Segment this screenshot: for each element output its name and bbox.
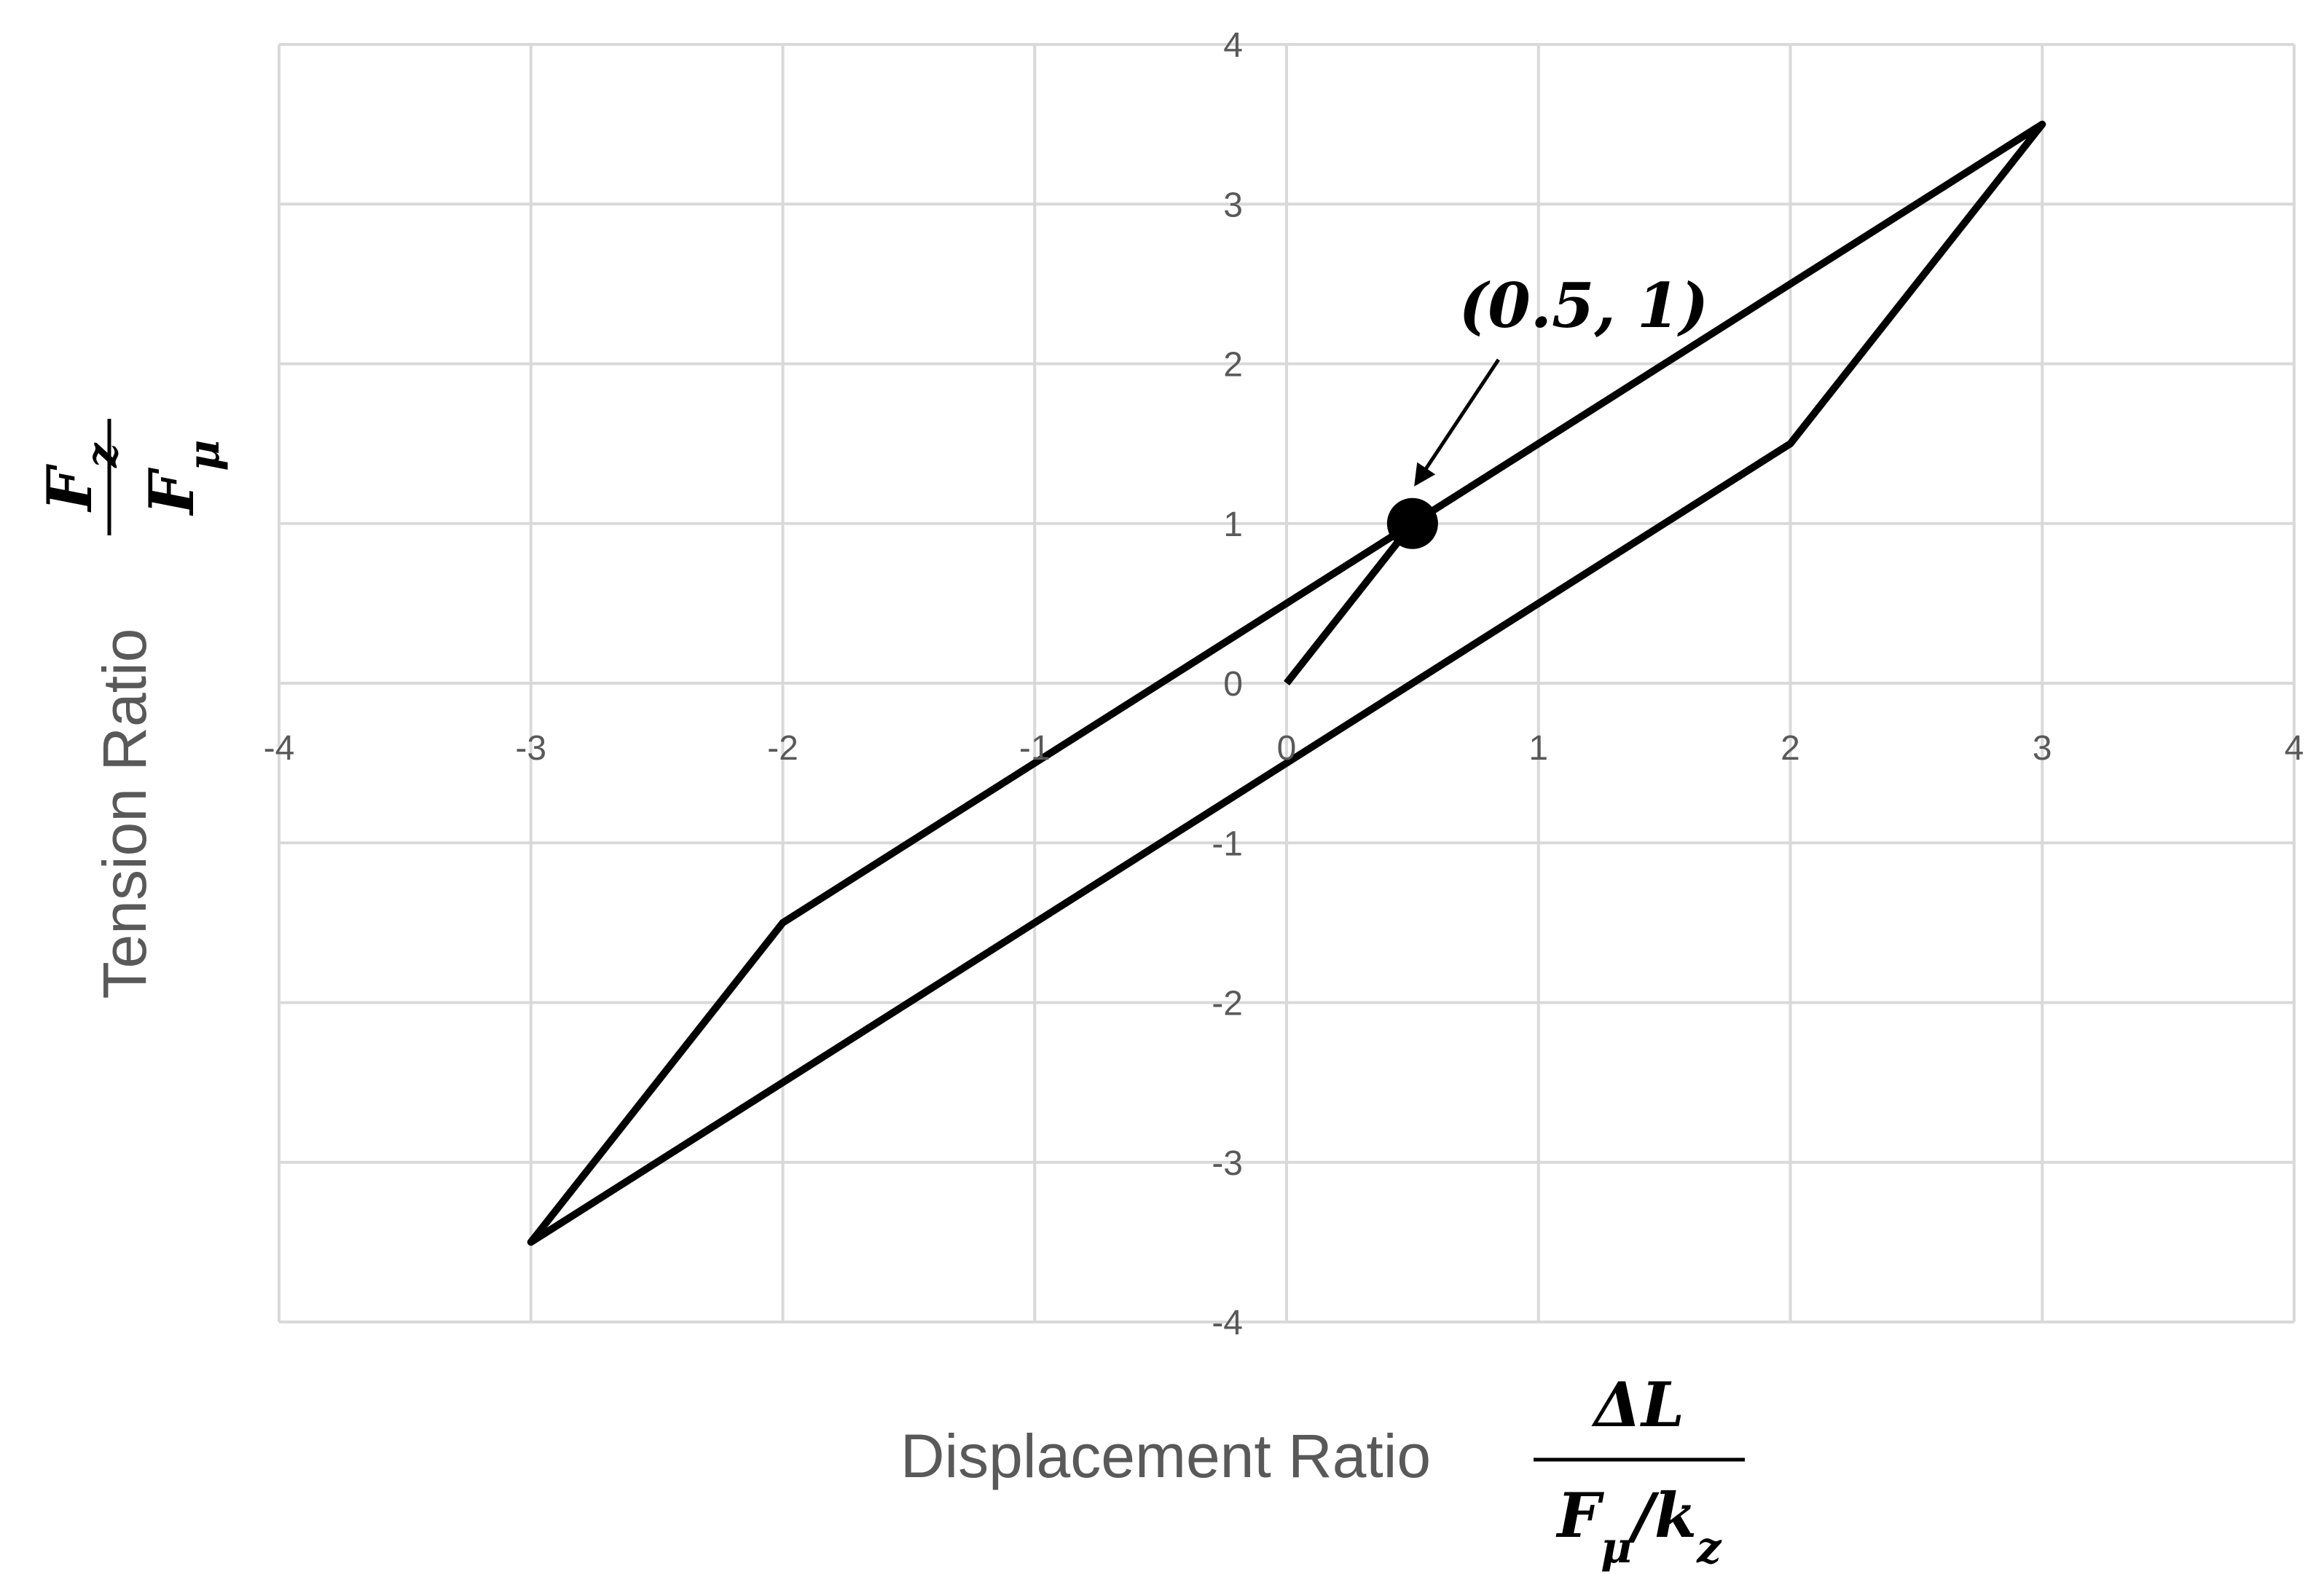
y-axis-label: Tension Ratio bbox=[90, 629, 159, 999]
math-base: /k bbox=[1627, 1479, 1697, 1551]
y-tick-label: 4 bbox=[1223, 26, 1243, 65]
math-base: F bbox=[136, 467, 208, 516]
math-base: ΔL bbox=[1591, 1369, 1684, 1441]
x-tick-label: -2 bbox=[767, 729, 798, 768]
y-tick-label: 0 bbox=[1223, 665, 1243, 704]
fraction-part: ΔL bbox=[1591, 1369, 1684, 1441]
highlight-point bbox=[1386, 497, 1438, 549]
x-tick-label: 3 bbox=[2033, 729, 2052, 768]
x-tick-label: 2 bbox=[1781, 729, 1800, 768]
fraction-part: Fz bbox=[34, 442, 127, 513]
math-sub: μ bbox=[1601, 1522, 1632, 1573]
math-sub: z bbox=[1696, 1522, 1722, 1573]
annotation-text: (0.5, 1) bbox=[1459, 269, 1709, 342]
x-tick-label: -3 bbox=[515, 729, 546, 768]
y-tick-label: 2 bbox=[1223, 346, 1243, 385]
y-tick-label: 3 bbox=[1223, 186, 1243, 224]
x-tick-label: -1 bbox=[1019, 729, 1051, 768]
y-tick-label: -3 bbox=[1212, 1144, 1243, 1183]
x-axis-label: Displacement Ratio bbox=[900, 1422, 1431, 1490]
y-tick-label: -2 bbox=[1212, 985, 1243, 1023]
labels: -4 -3 -2 -1 0 1 2 3 4 -4 -3 -2 -1 0 1 2 3 4 (0.5, 1) Tensio… bbox=[34, 26, 2304, 1573]
fraction-part: Fμ bbox=[136, 440, 229, 516]
fraction-part: Fμ/kz bbox=[1556, 1479, 1723, 1573]
x-tick-label: 0 bbox=[1277, 729, 1297, 768]
math-base: F bbox=[34, 464, 106, 513]
math-sub: z bbox=[76, 442, 127, 468]
y-axis-title: Tension Ratio bbox=[90, 629, 159, 999]
math-base: F bbox=[1556, 1479, 1605, 1551]
math-sub: μ bbox=[178, 440, 229, 471]
y-tick-label: -4 bbox=[1212, 1304, 1243, 1342]
y-tick-label: 1 bbox=[1223, 505, 1243, 544]
annotation-arrow bbox=[1414, 358, 1500, 487]
x-tick-label: 4 bbox=[2285, 729, 2304, 768]
marks bbox=[527, 120, 2046, 1246]
x-tick-label: 1 bbox=[1528, 729, 1548, 768]
x-tick-label: -4 bbox=[264, 729, 295, 768]
y-tick-label: -1 bbox=[1212, 825, 1243, 863]
